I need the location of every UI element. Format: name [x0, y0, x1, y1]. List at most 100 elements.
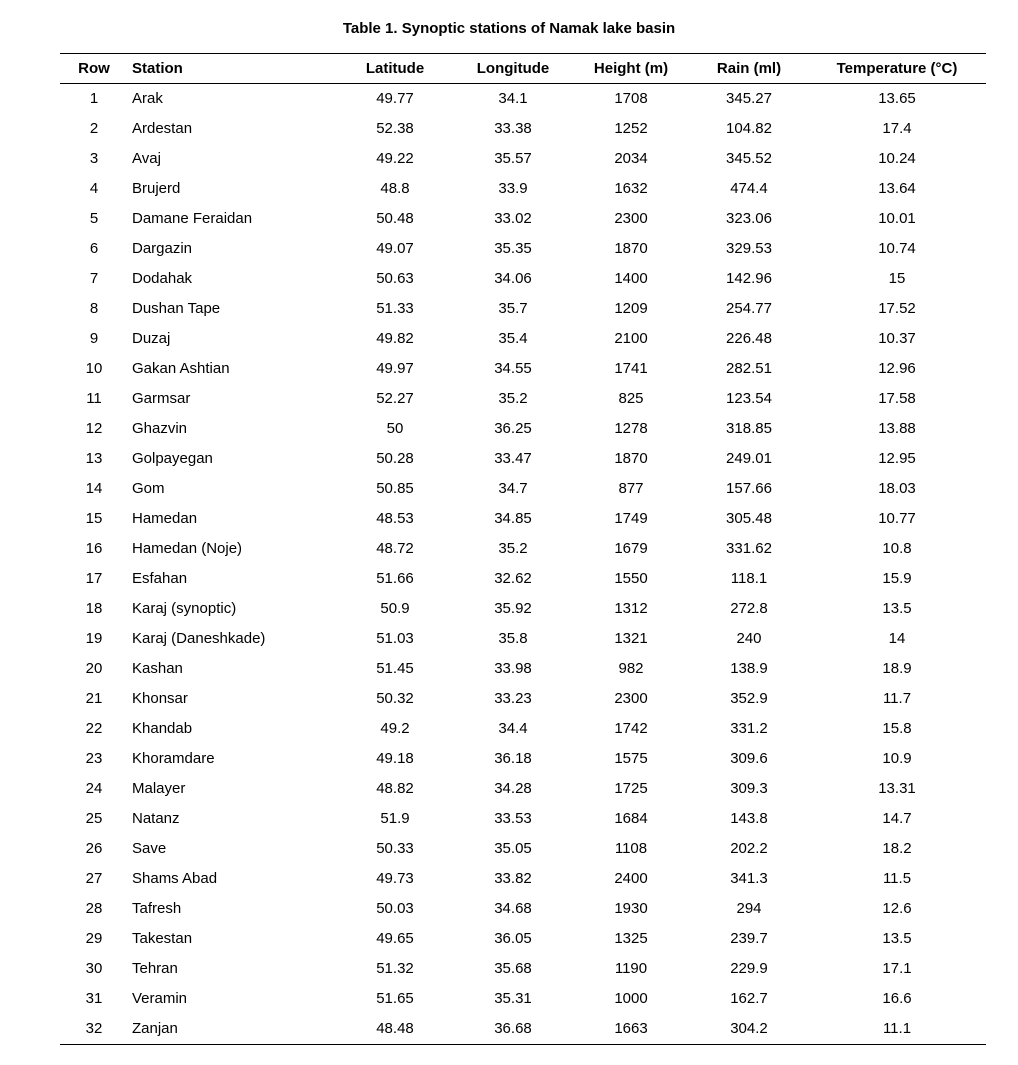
table-row: 20Kashan51.4533.98982138.918.9 [60, 654, 986, 684]
table-row: 29Takestan49.6536.051325239.713.5 [60, 924, 986, 954]
table-cell: 1278 [572, 414, 690, 444]
table-cell: 35.68 [454, 954, 572, 984]
table-cell: 11.7 [808, 684, 986, 714]
table-cell: 17.4 [808, 114, 986, 144]
table-cell: 49.2 [336, 714, 454, 744]
table-row: 14Gom50.8534.7877157.6618.03 [60, 474, 986, 504]
table-cell: 11 [60, 384, 128, 414]
table-cell: Malayer [128, 774, 336, 804]
table-cell: 52.27 [336, 384, 454, 414]
table-cell: 51.45 [336, 654, 454, 684]
table-cell: 35.8 [454, 624, 572, 654]
table-cell: 123.54 [690, 384, 808, 414]
table-cell: 25 [60, 804, 128, 834]
table-cell: 10.24 [808, 144, 986, 174]
table-cell: 19 [60, 624, 128, 654]
col-header: Latitude [336, 54, 454, 84]
table-cell: 34.28 [454, 774, 572, 804]
table-cell: 18.03 [808, 474, 986, 504]
table-cell: 1190 [572, 954, 690, 984]
table-row: 23Khoramdare49.1836.181575309.610.9 [60, 744, 986, 774]
table-cell: 35.2 [454, 384, 572, 414]
table-cell: 49.22 [336, 144, 454, 174]
table-cell: 14.7 [808, 804, 986, 834]
table-row: 8Dushan Tape51.3335.71209254.7717.52 [60, 294, 986, 324]
table-cell: 14 [808, 624, 986, 654]
table-cell: 10 [60, 354, 128, 384]
table-cell: 35.7 [454, 294, 572, 324]
table-cell: 305.48 [690, 504, 808, 534]
table-row: 21Khonsar50.3233.232300352.911.7 [60, 684, 986, 714]
table-cell: 34.85 [454, 504, 572, 534]
table-cell: 35.2 [454, 534, 572, 564]
table-cell: 16 [60, 534, 128, 564]
table-cell: 51.03 [336, 624, 454, 654]
table-cell: Karaj (synoptic) [128, 594, 336, 624]
table-cell: 249.01 [690, 444, 808, 474]
table-cell: Khonsar [128, 684, 336, 714]
table-cell: 2 [60, 114, 128, 144]
table-row: 5Damane Feraidan50.4833.022300323.0610.0… [60, 204, 986, 234]
table-cell: Avaj [128, 144, 336, 174]
table-cell: 10.77 [808, 504, 986, 534]
table-cell: Khoramdare [128, 744, 336, 774]
table-cell: 35.57 [454, 144, 572, 174]
table-cell: Gakan Ashtian [128, 354, 336, 384]
table-cell: 982 [572, 654, 690, 684]
table-cell: 1741 [572, 354, 690, 384]
table-cell: 1679 [572, 534, 690, 564]
table-cell: 28 [60, 894, 128, 924]
table-cell: 17.52 [808, 294, 986, 324]
table-cell: 2300 [572, 204, 690, 234]
table-cell: 34.55 [454, 354, 572, 384]
table-cell: 1209 [572, 294, 690, 324]
table-cell: 17.58 [808, 384, 986, 414]
table-cell: Tehran [128, 954, 336, 984]
table-cell: 48.72 [336, 534, 454, 564]
table-cell: 323.06 [690, 204, 808, 234]
table-cell: 13.5 [808, 594, 986, 624]
table-cell: 825 [572, 384, 690, 414]
table-cell: 1663 [572, 1014, 690, 1045]
table-cell: 1870 [572, 234, 690, 264]
table-cell: 14 [60, 474, 128, 504]
table-cell: 17.1 [808, 954, 986, 984]
table-cell: 1252 [572, 114, 690, 144]
table-row: 30Tehran51.3235.681190229.917.1 [60, 954, 986, 984]
table-cell: 1930 [572, 894, 690, 924]
table-row: 9Duzaj49.8235.42100226.4810.37 [60, 324, 986, 354]
table-header-row: RowStationLatitudeLongitudeHeight (m)Rai… [60, 54, 986, 84]
col-header: Height (m) [572, 54, 690, 84]
col-header: Rain (ml) [690, 54, 808, 84]
table-cell: 1725 [572, 774, 690, 804]
table-cell: Shams Abad [128, 864, 336, 894]
table-cell: 50.33 [336, 834, 454, 864]
table-cell: 1550 [572, 564, 690, 594]
table-cell: Ardestan [128, 114, 336, 144]
table-row: 31Veramin51.6535.311000162.716.6 [60, 984, 986, 1014]
table-cell: 13.64 [808, 174, 986, 204]
table-cell: 23 [60, 744, 128, 774]
table-cell: 32 [60, 1014, 128, 1045]
table-cell: 12.95 [808, 444, 986, 474]
table-cell: 50.85 [336, 474, 454, 504]
table-cell: 118.1 [690, 564, 808, 594]
table-cell: 33.47 [454, 444, 572, 474]
table-cell: 10.37 [808, 324, 986, 354]
table-cell: 1 [60, 84, 128, 115]
table-row: 11Garmsar52.2735.2825123.5417.58 [60, 384, 986, 414]
table-cell: 4 [60, 174, 128, 204]
table-cell: 10.74 [808, 234, 986, 264]
table-cell: 48.8 [336, 174, 454, 204]
table-cell: 35.05 [454, 834, 572, 864]
stations-table: RowStationLatitudeLongitudeHeight (m)Rai… [60, 53, 986, 1045]
table-cell: 51.32 [336, 954, 454, 984]
col-header: Station [128, 54, 336, 84]
table-cell: 8 [60, 294, 128, 324]
table-cell: 1321 [572, 624, 690, 654]
table-cell: 13.5 [808, 924, 986, 954]
table-cell: 32.62 [454, 564, 572, 594]
table-cell: 15 [60, 504, 128, 534]
table-cell: 20 [60, 654, 128, 684]
table-cell: Zanjan [128, 1014, 336, 1045]
